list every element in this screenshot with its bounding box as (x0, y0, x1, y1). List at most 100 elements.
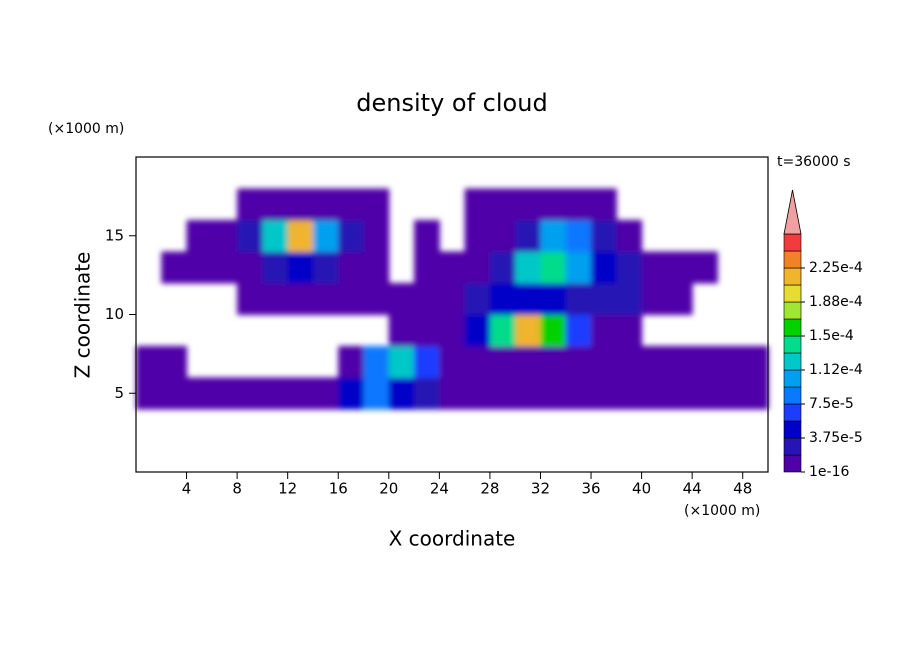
colorbar-band (783, 420, 802, 439)
contour-cell (388, 283, 415, 315)
contour-cell (666, 346, 693, 378)
y-tick-label: 5 (114, 384, 124, 402)
contour-cell (540, 346, 567, 378)
contour-cell (414, 283, 440, 315)
contour-cell (313, 315, 339, 347)
contour-cell (262, 188, 289, 221)
contour-cell (540, 188, 567, 221)
contour-cell (743, 220, 769, 252)
contour-cell (237, 377, 263, 410)
contour-cell (187, 315, 213, 347)
contour-cell (212, 283, 238, 315)
contour-cell (439, 377, 466, 410)
contour-cell (439, 346, 466, 378)
contour-cell (540, 314, 567, 347)
contour-cell (515, 188, 541, 221)
contour-cell (439, 283, 466, 315)
contour-cell (743, 283, 769, 315)
colorbar-band (783, 437, 802, 456)
contour-cell (515, 251, 541, 284)
contour-cell (692, 189, 718, 221)
contour-cell (287, 251, 314, 284)
contour-cell (616, 189, 642, 221)
contour-cell (692, 346, 718, 378)
contour-cell (489, 188, 516, 221)
x-tick-label: 24 (430, 480, 449, 498)
contour-field (136, 188, 769, 410)
contour-cell (136, 315, 162, 347)
contour-cell (742, 377, 769, 410)
colorbar-extend (783, 189, 802, 235)
contour-cell (363, 283, 390, 315)
contour-cell (489, 220, 516, 252)
contour-cell (237, 283, 263, 315)
colorbar-tick-label: 1.12e-4 (809, 362, 863, 378)
contour-cell (262, 251, 289, 284)
contour-cell (287, 377, 314, 410)
contour-cell (591, 188, 617, 221)
contour-cell (338, 283, 365, 315)
contour-cell (338, 315, 364, 347)
contour-cell (642, 189, 668, 221)
contour-cell (743, 252, 769, 284)
x-tick-label: 4 (182, 480, 192, 498)
x-axis-label: X coordinate (389, 527, 516, 551)
contour-cell (717, 377, 744, 410)
contour-cell (540, 377, 567, 410)
contour-cell (439, 220, 465, 252)
contour-cell (288, 315, 314, 347)
contour-cell (439, 314, 466, 347)
y-unit: (×1000 m) (48, 121, 124, 137)
contour-cell (187, 283, 213, 315)
contour-cell (565, 220, 592, 252)
contour-cell (414, 346, 440, 378)
x-tick-label: 36 (581, 480, 600, 498)
contour-cell (565, 346, 592, 378)
contour-cell (161, 189, 187, 221)
contour-cell (667, 189, 693, 221)
contour-cell (489, 251, 516, 284)
contour-cell (717, 252, 743, 284)
contour-cell (616, 283, 643, 315)
colorbar-tick-label: 1.5e-4 (809, 328, 854, 344)
contour-cell (540, 220, 567, 252)
y-tick-label: 10 (105, 305, 124, 323)
contour-cell (161, 346, 188, 378)
colorbar-band (783, 267, 802, 286)
x-tick-label: 48 (733, 480, 752, 498)
colorbar-tick-label: 3.75e-5 (809, 430, 863, 446)
contour-cell (616, 314, 643, 347)
contour-cell (540, 283, 567, 315)
colorbar-band (783, 250, 802, 269)
x-tick-label: 44 (683, 480, 702, 498)
contour-cell (389, 189, 415, 221)
colorbar-band (783, 454, 802, 473)
contour-cell (262, 283, 289, 315)
contour-cell (186, 251, 213, 284)
contour-cell (389, 220, 415, 252)
contour-cell (515, 377, 541, 410)
contour-cell (136, 283, 162, 315)
contour-cell (666, 377, 693, 410)
contour-cell (136, 189, 162, 221)
contour-cell (667, 315, 693, 347)
contour-cell (363, 346, 390, 378)
contour-cell (338, 251, 365, 284)
contour-cell (388, 314, 415, 347)
contour-cell (565, 377, 592, 410)
x-tick-label: 8 (232, 480, 242, 498)
contour-cell (642, 315, 668, 347)
colorbar-tick-label: 1.88e-4 (809, 294, 863, 310)
contour-cell (187, 346, 213, 378)
contour-cell (515, 220, 541, 252)
contour-cell (692, 251, 718, 284)
contour-cell (136, 346, 162, 378)
contour-cell (489, 377, 516, 410)
colorbar-band (783, 335, 802, 354)
contour-cell (262, 315, 288, 347)
contour-cell (641, 283, 668, 315)
contour-cell (616, 377, 643, 410)
contour-cell (212, 315, 238, 347)
contour-cell (717, 346, 744, 378)
